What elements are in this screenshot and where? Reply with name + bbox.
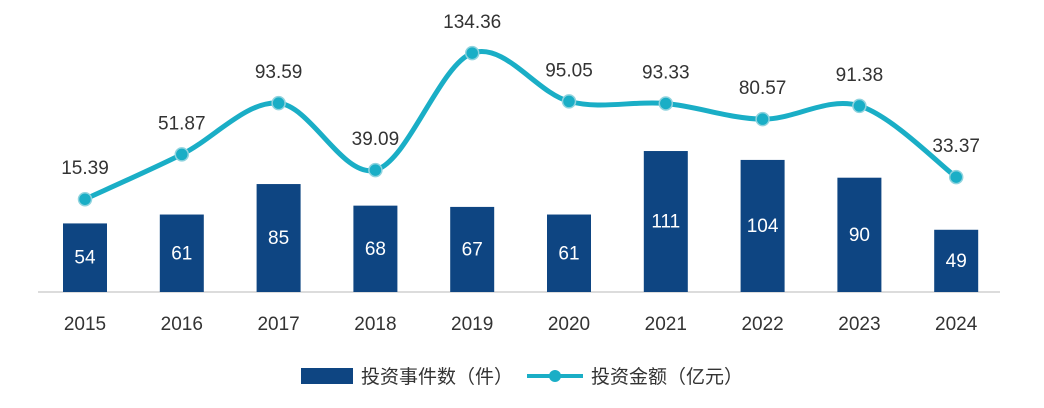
line-point-2024 xyxy=(948,169,964,185)
line-label: 15.39 xyxy=(61,158,109,179)
x-tick-label: 2021 xyxy=(645,314,687,335)
line-path xyxy=(82,48,959,202)
bar-2022 xyxy=(740,159,785,292)
legend-item-bar: 投资事件数（件） xyxy=(300,362,513,389)
line-label: 51.87 xyxy=(158,113,206,134)
bar-2019 xyxy=(450,206,495,292)
bar-label: 104 xyxy=(747,216,779,237)
bar-2023 xyxy=(837,177,882,292)
line-label: 95.05 xyxy=(545,60,593,81)
bar-label: 49 xyxy=(946,251,967,272)
x-axis-ticks: 2015 2016 2017 2018 2019 2020 2021 2022 2023 2024 xyxy=(64,314,978,335)
x-tick-label: 2016 xyxy=(161,314,203,335)
legend-bar-swatch xyxy=(300,367,353,384)
x-tick-label: 2022 xyxy=(741,314,783,335)
bar-2021 xyxy=(643,151,688,292)
x-tick-label: 2015 xyxy=(64,314,106,335)
x-tick-label: 2019 xyxy=(451,314,493,335)
legend-line-swatch xyxy=(527,369,583,382)
x-tick-label: 2024 xyxy=(935,314,978,335)
line-point-2015 xyxy=(77,191,93,207)
bar-label: 90 xyxy=(849,225,870,246)
line-point-2020 xyxy=(561,94,577,109)
line-label: 93.59 xyxy=(255,62,303,83)
x-tick-label: 2018 xyxy=(354,314,396,335)
bar-label: 68 xyxy=(365,239,386,260)
legend-label-line: 投资金额（亿元） xyxy=(591,366,744,388)
line-point-2021 xyxy=(658,96,674,111)
legend-item-line: 投资金额（亿元） xyxy=(527,362,743,389)
bar-2016 xyxy=(159,214,204,292)
legend-label-bar: 投资事件数（件） xyxy=(360,366,513,388)
line-point-2016 xyxy=(174,147,190,162)
bar-label: 54 xyxy=(74,248,96,269)
line-point-2018 xyxy=(368,162,383,178)
line-point-2022 xyxy=(755,111,770,127)
bar-label: 67 xyxy=(462,239,483,260)
bar-series: 54 61 85 68 67 61 111 104 90 49 xyxy=(63,151,979,292)
line-label: 33.37 xyxy=(932,136,980,157)
bar-2017 xyxy=(256,184,301,292)
x-tick-label: 2020 xyxy=(548,314,590,335)
line-label: 93.33 xyxy=(642,62,690,83)
line-point-2023 xyxy=(852,98,867,114)
bar-label: 61 xyxy=(171,243,192,264)
legend: 投资事件数（件） 投资金额（亿元） xyxy=(0,362,1044,389)
bar-2020 xyxy=(547,214,591,292)
bar-2024 xyxy=(934,229,979,292)
line-label: 39.09 xyxy=(352,129,400,150)
line-label: 134.36 xyxy=(443,12,501,33)
bar-label: 111 xyxy=(651,212,680,233)
bar-label: 85 xyxy=(268,228,289,249)
x-tick-label: 2017 xyxy=(257,314,299,335)
line-point-2017 xyxy=(271,95,286,111)
line-series: 15.39 51.87 93.59 39.09 134.36 95.05 93.33 80.5… xyxy=(61,12,980,207)
line-point-2019 xyxy=(464,45,480,61)
line-label: 91.38 xyxy=(836,65,884,86)
bar-label: 61 xyxy=(558,243,579,264)
bar-2015 xyxy=(63,223,107,292)
line-label: 80.57 xyxy=(739,78,787,99)
x-tick-label: 2023 xyxy=(838,314,880,335)
bar-2018 xyxy=(353,205,398,292)
